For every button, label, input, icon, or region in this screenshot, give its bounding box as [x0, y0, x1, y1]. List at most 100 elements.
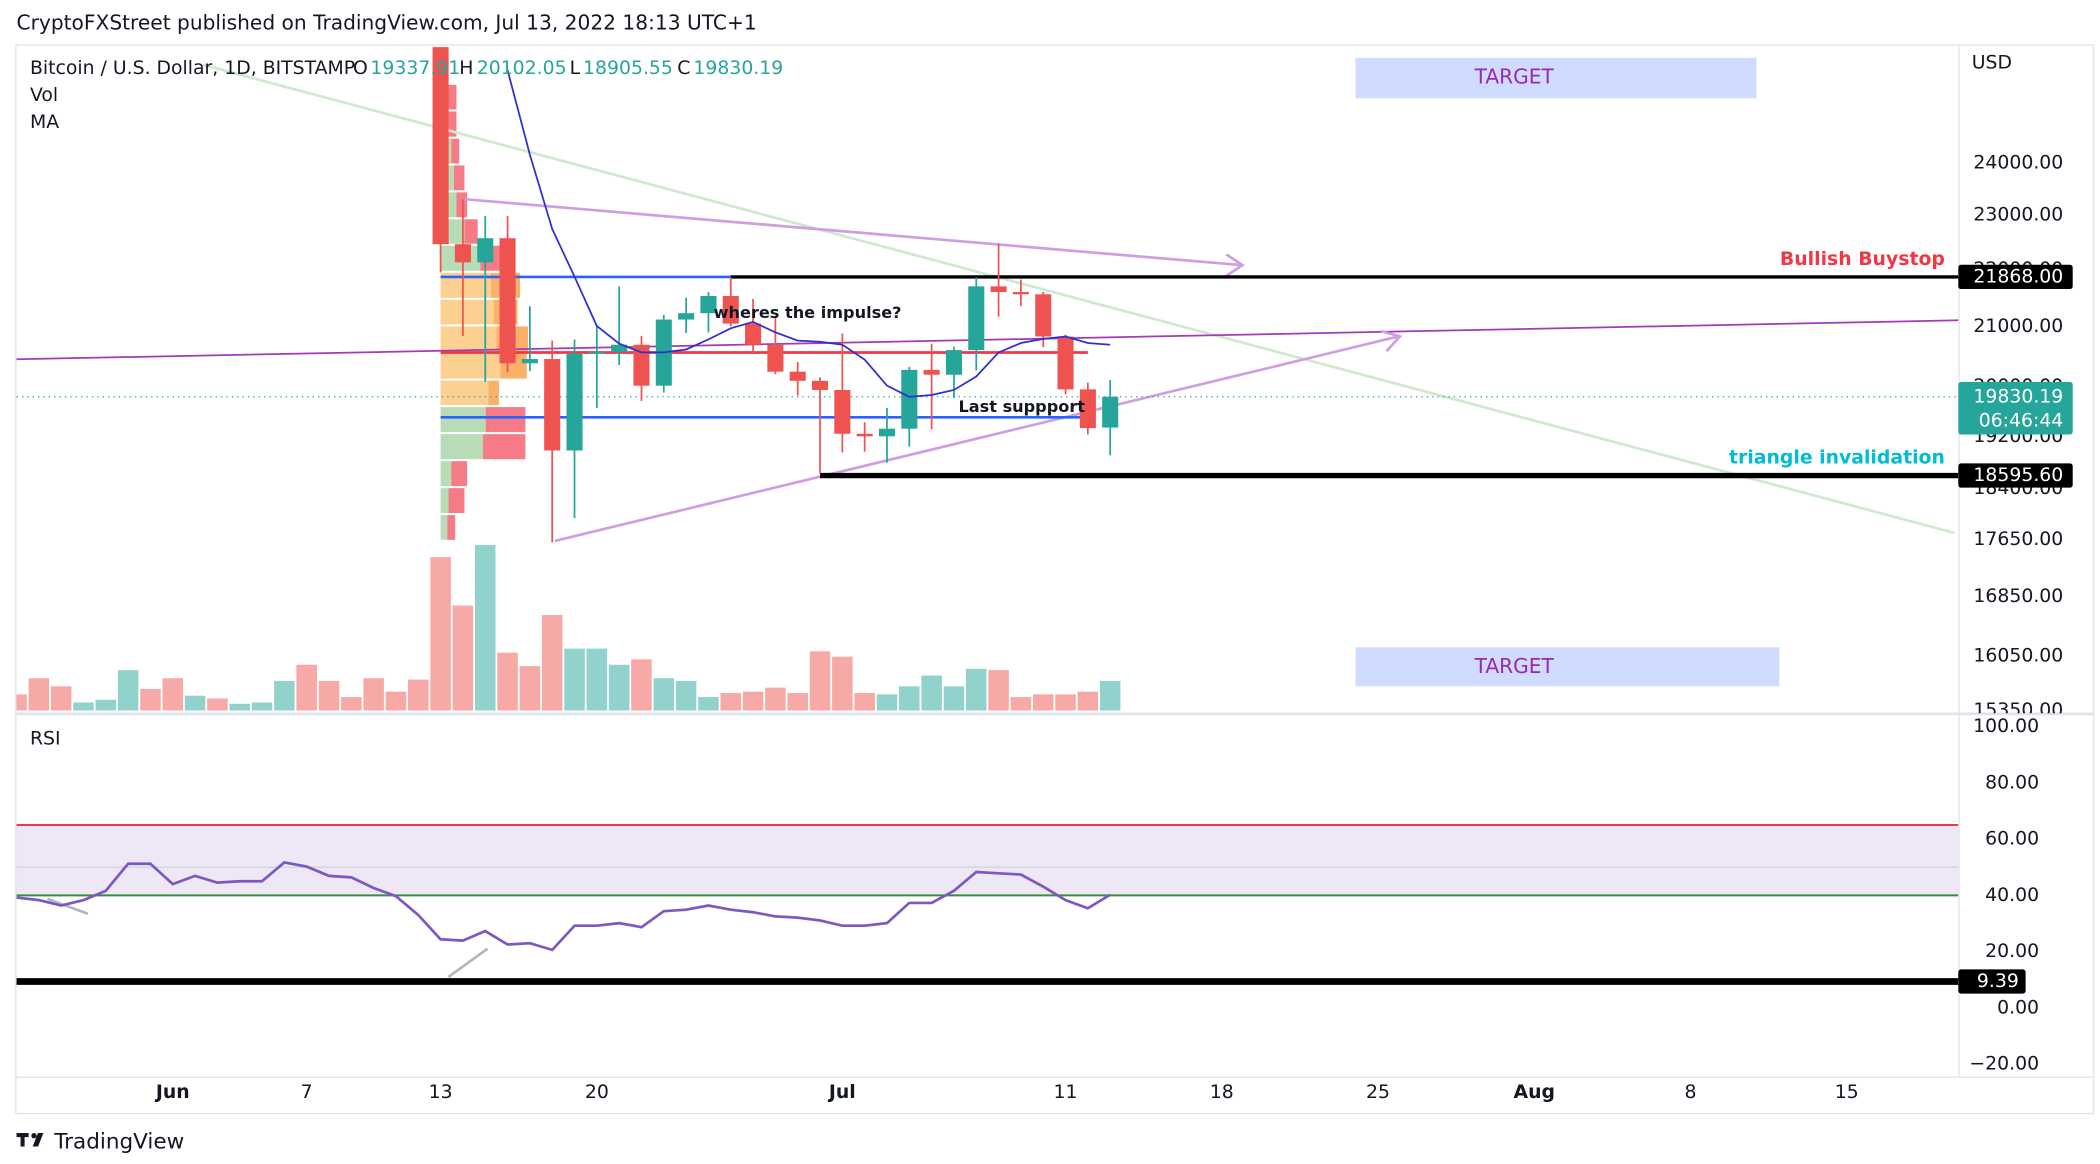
logo-mark — [20, 1133, 25, 1147]
candle-body — [1057, 336, 1074, 390]
candle-body — [477, 238, 494, 263]
annotation: wheres the impulse? — [714, 303, 902, 322]
profile-down — [456, 192, 468, 218]
rsi-tick-label: 60.00 — [1985, 829, 2039, 850]
x-tick-label: Jun — [154, 1082, 190, 1103]
candle-body — [811, 380, 829, 390]
ohlc-key: L — [570, 58, 581, 79]
level-label: 18595.60 — [1973, 465, 2063, 486]
rsi-tick-label: 20.00 — [1985, 941, 2039, 962]
volume-bar — [541, 614, 563, 711]
candle-body — [432, 47, 449, 245]
volume-bar — [207, 698, 228, 711]
volume-bar — [274, 680, 295, 711]
level-note: Bullish Buystop — [1780, 249, 1945, 270]
x-tick-label: 11 — [1054, 1082, 1078, 1103]
rsi-level-label: 9.39 — [1977, 971, 2019, 992]
volume-bar — [341, 697, 362, 711]
rsi-tick-label: 100.00 — [1973, 716, 2039, 737]
volume-bar — [899, 686, 920, 711]
volume-bar — [653, 678, 675, 711]
candle-body — [1079, 389, 1096, 429]
volume-bar — [564, 648, 585, 711]
candle-body — [700, 296, 717, 314]
profile-down — [464, 219, 478, 244]
candle-body — [745, 323, 762, 345]
candle-body — [968, 286, 985, 351]
volume-bar — [296, 664, 317, 711]
volume-bar — [229, 703, 250, 711]
logo: TradingView — [16, 1129, 184, 1154]
rsi-pane — [16, 823, 1959, 985]
candle-body — [454, 244, 471, 263]
volume-bar — [184, 695, 206, 711]
candle-body — [1102, 396, 1119, 428]
y-tick-label: 24000.00 — [1973, 152, 2063, 173]
candle-body — [566, 353, 583, 451]
price-label: 19830.19 — [1973, 386, 2063, 407]
volume-bar — [318, 680, 340, 711]
profile-down — [447, 515, 456, 540]
volume-bar — [16, 694, 27, 711]
candle-body — [856, 433, 873, 437]
divergence-line — [47, 897, 89, 915]
level-label-box — [1958, 264, 2073, 290]
level-label: 21868.00 — [1973, 266, 2063, 287]
target-box — [1355, 647, 1780, 687]
volume-bar — [943, 686, 965, 711]
profile-up — [440, 380, 489, 406]
volume-bar — [1099, 680, 1121, 711]
candle-body — [923, 369, 940, 375]
volume-bar — [430, 557, 451, 711]
candle-body — [722, 296, 739, 324]
ohlc-key: H — [459, 58, 473, 79]
profile-down — [483, 434, 526, 460]
target-box — [1355, 57, 1757, 99]
y-tick-label: 21000.00 — [1973, 316, 2063, 337]
volume-bar — [50, 686, 72, 711]
candle-body — [945, 350, 962, 375]
target-label: TARGET — [1474, 654, 1555, 678]
trend-line — [16, 319, 1959, 361]
profile-down — [451, 138, 460, 164]
currency: USD — [1972, 53, 2012, 74]
volume-bar — [586, 648, 608, 711]
ohlc-value: 19830.19 — [693, 58, 783, 79]
arrow-head — [1380, 329, 1403, 353]
ohlc-key: O — [353, 58, 368, 79]
volume-bar — [73, 702, 94, 711]
candle-body — [1012, 292, 1029, 295]
y-tick-label: 15350.00 — [1973, 700, 2063, 721]
profile-down — [445, 84, 457, 110]
profile-down — [448, 488, 465, 514]
x-tick-label: 25 — [1366, 1082, 1390, 1103]
volume-bar — [140, 688, 161, 711]
profile-down — [448, 111, 457, 137]
volume-bar — [965, 668, 987, 711]
x-tick-label: Aug — [1514, 1082, 1555, 1103]
candle-body — [1035, 294, 1052, 337]
volume-bar — [162, 678, 184, 711]
level-label-box — [1958, 463, 2073, 488]
price-label-box — [1958, 381, 2073, 435]
candle-body — [990, 286, 1007, 293]
volume-bar — [497, 652, 518, 711]
volume-bar — [608, 664, 630, 711]
profile-up — [440, 407, 486, 433]
volume-bar — [854, 693, 875, 711]
x-tick-label: 18 — [1210, 1082, 1234, 1103]
rsi-level-box — [1958, 969, 2026, 994]
candle-body — [521, 359, 538, 364]
candle-body — [588, 351, 605, 354]
header: CryptoFXStreet published on TradingView.… — [17, 11, 757, 35]
time-axis: Jun 7 13 20 Jul 11 18 25 Aug 8 15 — [154, 1082, 1859, 1103]
y-tick-label: 23000.00 — [1973, 205, 2063, 226]
ohlc-value: 20102.05 — [477, 58, 567, 79]
volume-bar — [251, 702, 273, 711]
candle-body — [633, 344, 650, 386]
ohlc-value: 19337.91 — [370, 58, 460, 79]
ohlc-legend: O 19337.91H 20102.05 L 18905.55 C 19830.19 — [353, 58, 783, 79]
profile-up — [440, 326, 497, 352]
